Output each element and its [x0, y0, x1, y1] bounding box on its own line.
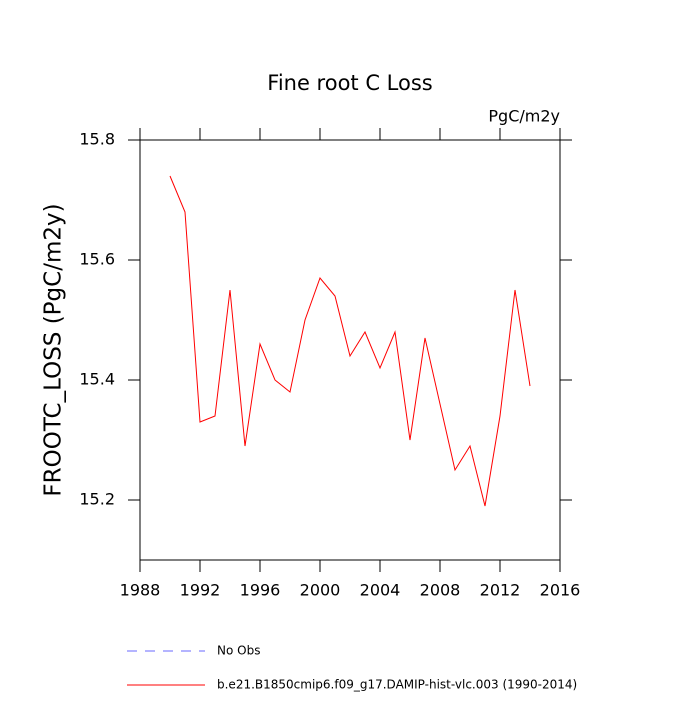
x-tick-label: 1992 — [180, 581, 221, 600]
y-tick-label: 15.6 — [79, 250, 115, 269]
y-tick-label: 15.2 — [79, 490, 115, 509]
units-label: PgC/m2y — [488, 107, 560, 126]
y-axis-label: FROOTC_LOSS (PgC/m2y) — [41, 203, 67, 496]
x-tick-label: 2016 — [540, 581, 581, 600]
legend-label: b.e21.B1850cmip6.f09_g17.DAMIP-hist-vlc.… — [217, 678, 577, 692]
x-tick-label: 1988 — [120, 581, 161, 600]
x-tick-label: 1996 — [240, 581, 281, 600]
x-tick-label: 2008 — [420, 581, 461, 600]
plot-frame — [139, 139, 561, 561]
x-tick-label: 2000 — [300, 581, 341, 600]
x-tick-label: 2004 — [360, 581, 401, 600]
y-tick-label: 15.4 — [79, 370, 115, 389]
legend-label: No Obs — [217, 644, 260, 658]
x-tick-label: 2012 — [480, 581, 521, 600]
y-tick-label: 15.8 — [79, 130, 115, 149]
data-line — [169, 175, 531, 507]
chart-title: Fine root C Loss — [267, 71, 432, 95]
